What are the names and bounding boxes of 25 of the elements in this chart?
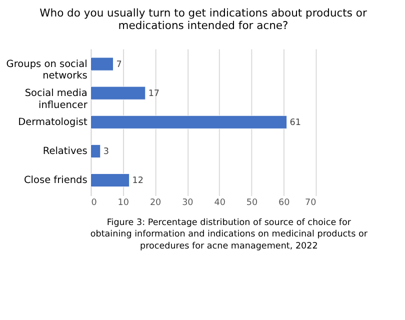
bar [90, 173, 130, 188]
bar [90, 57, 114, 71]
data-label: 7 [116, 60, 122, 70]
data-label: 61 [290, 118, 301, 128]
x-tick-label: 40 [214, 198, 226, 208]
bar [90, 115, 288, 129]
y-tick-label: Dermatologist [18, 117, 88, 128]
y-tick-label: Close friends [24, 175, 88, 186]
y-tick-label: Relatives [42, 146, 88, 158]
x-tick-label: 50 [246, 198, 258, 208]
caption: Figure 3: Percentage distribution of source of choice for obtaining information and indications on medicinal products or procedures for acne management, 2022 [90, 218, 368, 252]
y-tick-label: Groups on social networks [6, 58, 88, 82]
x-tick-label: 60 [278, 198, 290, 208]
bar [90, 86, 146, 100]
data-label: 17 [148, 89, 160, 100]
x-tick-label: 10 [118, 198, 130, 208]
x-tick-label: 20 [150, 198, 162, 208]
x-tick-label: 0 [91, 198, 98, 208]
bar [90, 144, 101, 158]
x-tick-label: 70 [305, 198, 317, 208]
data-label: 3 [103, 147, 109, 158]
chart-title: Who do you usually turn to get indications about products or medications intended for acne? [40, 6, 368, 32]
y-tick-label: Social media influencer [24, 88, 88, 111]
data-label: 12 [132, 176, 144, 186]
x-tick-label: 30 [182, 198, 194, 208]
